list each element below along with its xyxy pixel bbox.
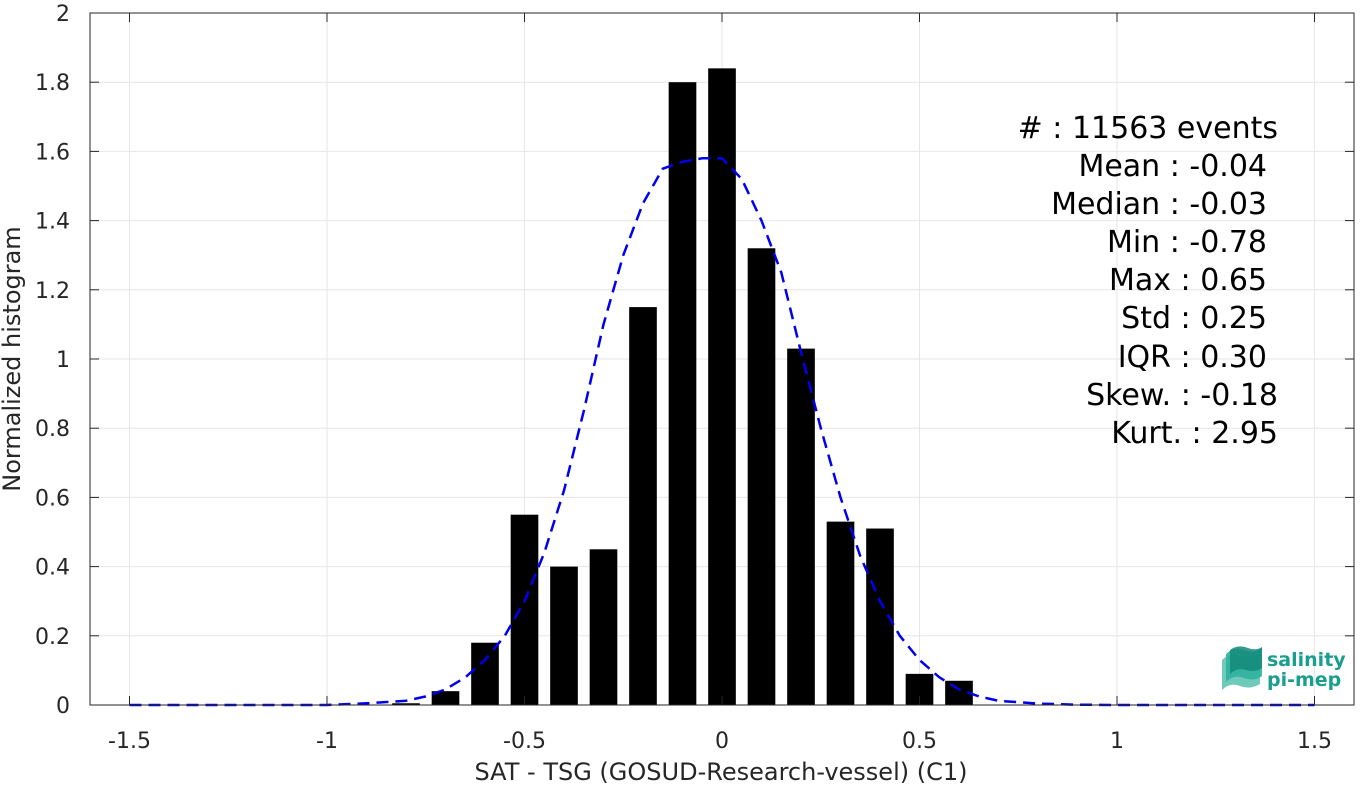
y-tick-label: 0.4: [35, 556, 70, 581]
histogram-bar: [747, 248, 776, 705]
y-tick-label: 1.6: [35, 140, 70, 165]
x-axis-label: SAT - TSG (GOSUD-Research-vessel) (C1): [475, 758, 968, 785]
y-tick-label: 0.6: [35, 486, 70, 511]
stat-mean: Mean : -0.04: [1078, 149, 1267, 184]
histogram-bar: [471, 642, 499, 705]
stat-iqr: IQR : 0.30: [1118, 340, 1267, 375]
statistics-box: # : 11563 events Mean : -0.04 Median : -…: [1018, 111, 1278, 451]
histogram-bar: [589, 549, 618, 705]
stat-skewness: Skew. : -0.18: [1086, 378, 1278, 413]
stat-max: Max : 0.65: [1109, 263, 1267, 298]
stat-min: Min : -0.78: [1107, 225, 1267, 260]
logo-text-salinity: salinity: [1267, 649, 1346, 671]
y-tick-label: 1.8: [35, 71, 70, 96]
histogram-bar: [787, 348, 815, 705]
y-tick-label: 1: [56, 348, 70, 373]
x-axis-ticks: -1.5 -1 -0.5 0 0.5 1 1.5: [108, 13, 1332, 754]
histogram-bar: [431, 691, 460, 705]
wave-logo-icon: [1222, 646, 1262, 690]
fit-curve-group: [129, 157, 1315, 707]
histogram-bar: [668, 82, 697, 705]
fit-curve-line: [129, 157, 1315, 707]
x-tick-label: 0.5: [902, 729, 937, 754]
y-tick-label: 1.2: [35, 279, 70, 304]
y-tick-label: 0: [56, 694, 70, 719]
y-tick-label: 1.4: [35, 210, 70, 235]
stat-std: Std : 0.25: [1121, 301, 1267, 336]
histogram-bar: [708, 68, 736, 706]
x-tick-label: -1.5: [108, 729, 151, 754]
logo-text-pimep: pi-mep: [1267, 669, 1341, 691]
stat-events: # : 11563 events: [1018, 111, 1278, 146]
stat-median: Median : -0.03: [1051, 187, 1267, 222]
x-tick-label: 0: [715, 729, 729, 754]
x-tick-label: 1.5: [1297, 729, 1332, 754]
x-tick-label: -0.5: [503, 729, 546, 754]
histogram-bar: [392, 703, 420, 705]
salinity-pimep-logo: salinity pi-mep: [1222, 646, 1346, 691]
histogram-bar: [550, 566, 578, 705]
histogram-bar: [629, 307, 657, 705]
stat-kurtosis: Kurt. : 2.95: [1111, 416, 1278, 451]
y-axis-ticks: 0 0.2 0.4 0.6 0.8 1 1.2 1.4 1.6 1.8 2: [35, 2, 1354, 719]
y-tick-label: 2: [56, 2, 70, 27]
y-tick-label: 0.2: [35, 625, 70, 650]
histogram-bar: [826, 521, 855, 705]
histogram-bars: [392, 68, 973, 706]
histogram-bar: [510, 514, 539, 705]
y-axis-label: Normalized histogram: [0, 226, 26, 491]
x-tick-label: -1: [316, 729, 338, 754]
y-tick-label: 0.8: [35, 417, 70, 442]
x-tick-label: 1: [1110, 729, 1124, 754]
